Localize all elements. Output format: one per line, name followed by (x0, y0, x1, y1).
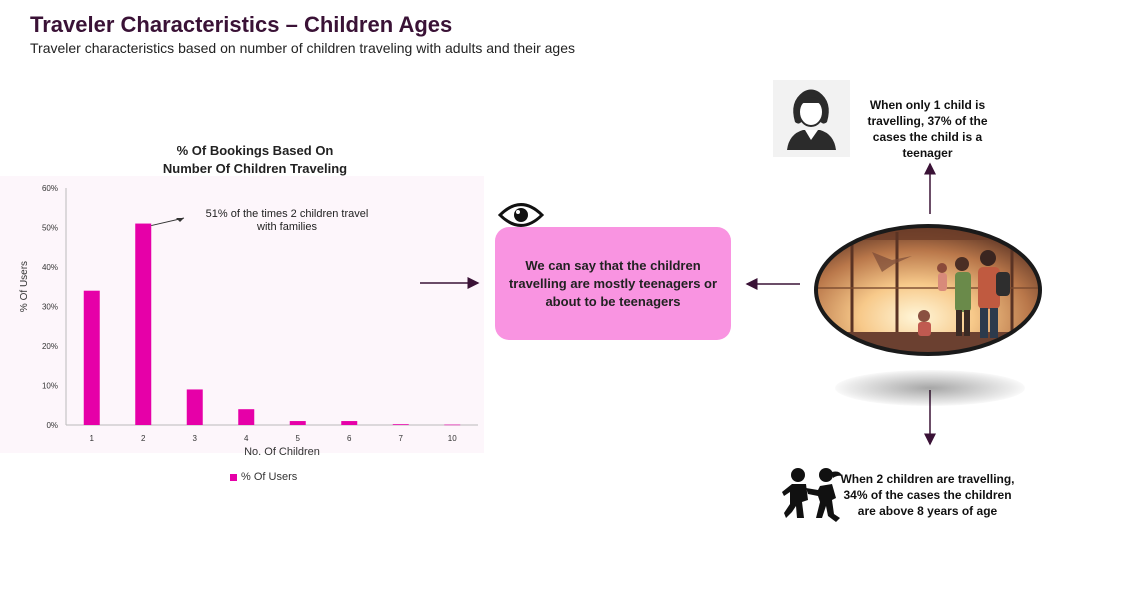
bar-4 (238, 409, 255, 425)
x-tick-label: 2 (141, 434, 146, 443)
chart-background (0, 176, 484, 453)
children-playing-icon (782, 468, 842, 522)
bar-6 (341, 421, 358, 425)
x-tick-label: 1 (90, 434, 95, 443)
y-tick-label: 40% (42, 263, 58, 272)
family-travel-photo (814, 224, 1042, 356)
y-tick-label: 10% (42, 382, 58, 391)
annotation-arrowhead (176, 218, 184, 222)
bar-3 (186, 389, 203, 425)
bar-chart: 0% 10% 20% 30% 40% 50% 60% 1 2 3 4 5 6 7 10 No. Of Chil… (19, 184, 478, 458)
chart-legend: % Of Users (230, 471, 297, 483)
x-tick-label: 6 (347, 434, 352, 443)
fact-one-child: When only 1 child is travelling, 37% of … (867, 98, 988, 160)
bar-1 (83, 290, 100, 425)
x-tick-label: 10 (448, 434, 457, 443)
y-tick-label: 30% (42, 303, 58, 312)
page-subtitle: Traveler characteristics based on number… (30, 40, 575, 56)
photo-shadow (835, 370, 1025, 406)
x-tick-label: 4 (244, 434, 249, 443)
teenager-icon-box (773, 80, 850, 157)
y-tick-label: 0% (46, 421, 58, 430)
x-tick-label: 7 (399, 434, 404, 443)
x-axis-title: No. Of Children (244, 446, 320, 458)
y-tick-label: 50% (42, 224, 58, 233)
bar-5 (289, 421, 306, 425)
annotation-text-line: with families (256, 221, 317, 233)
bar-7 (392, 424, 409, 425)
y-axis-title: % Of Users (19, 261, 30, 312)
chart-title: % Of Bookings Based On Number Of Childre… (120, 142, 390, 178)
insight-callout: We can say that the children travelling … (495, 227, 731, 340)
x-tick-label: 3 (193, 434, 198, 443)
bar-2 (135, 223, 152, 425)
page-title: Traveler Characteristics – Children Ages (30, 12, 453, 37)
eye-icon (498, 203, 544, 227)
chart-title-line-2: Number Of Children Traveling (162, 161, 348, 176)
annotation-text-line: 51% of the times 2 children travel (206, 208, 369, 220)
fact-two-children: When 2 children are travelling, 34% of t… (840, 472, 1015, 518)
y-tick-label: 60% (42, 184, 58, 193)
legend-swatch (230, 473, 237, 481)
insight-callout-text: We can say that the children travelling … (508, 257, 718, 309)
chart-title-line-1: % Of Bookings Based On (176, 143, 334, 158)
bar-10 (444, 424, 461, 426)
y-tick-label: 20% (42, 342, 58, 351)
legend-label: % Of Users (241, 471, 298, 483)
teenager-icon (787, 89, 836, 150)
x-tick-label: 5 (296, 434, 301, 443)
